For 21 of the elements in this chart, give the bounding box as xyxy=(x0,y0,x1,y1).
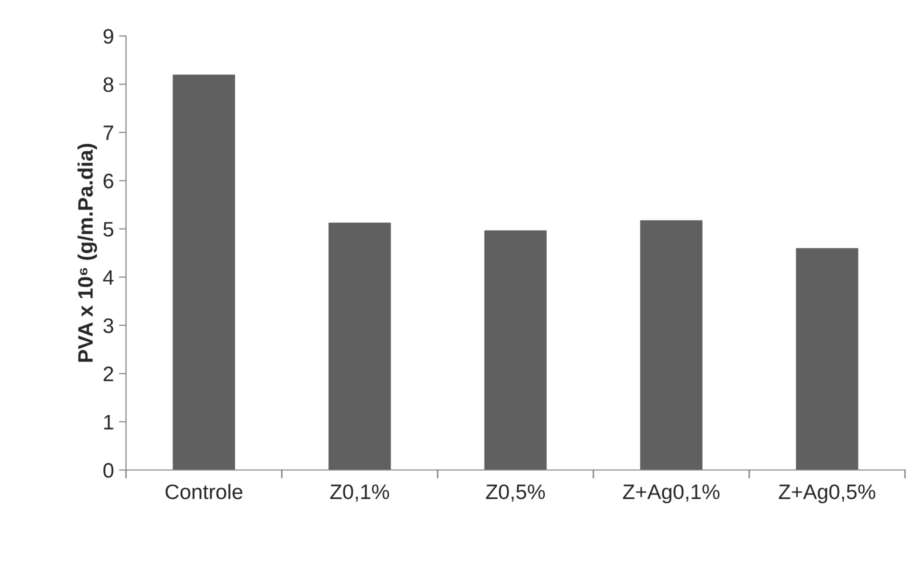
bar xyxy=(640,220,702,470)
x-tick-label: Z0,1% xyxy=(330,484,390,502)
x-tick-label: Z+Ag0,1% xyxy=(623,484,720,504)
x-tick-label: Z0,5% xyxy=(486,484,545,502)
y-tick-label: 9 xyxy=(104,29,114,44)
x-tick-label: Controle xyxy=(166,484,242,500)
y-axis-title: PVA x 10⁶ (g/m.Pa.dia) xyxy=(78,144,98,362)
y-tick-label: 3 xyxy=(103,318,114,334)
y-tick-label: 0 xyxy=(103,463,114,478)
y-tick-label: 1 xyxy=(104,414,114,430)
bar xyxy=(484,230,547,470)
y-tick-label: 2 xyxy=(104,366,114,382)
y-tick-label: 6 xyxy=(104,174,114,188)
bar xyxy=(796,248,858,470)
y-tick-label: 8 xyxy=(104,77,114,92)
bar xyxy=(172,74,236,470)
x-tick-label: Z+Ag0,5% xyxy=(778,484,876,504)
bar xyxy=(328,222,391,470)
y-tick-label: 4 xyxy=(103,270,114,285)
y-tick-label: 7 xyxy=(104,126,114,140)
y-tick-label: 5 xyxy=(103,222,114,237)
